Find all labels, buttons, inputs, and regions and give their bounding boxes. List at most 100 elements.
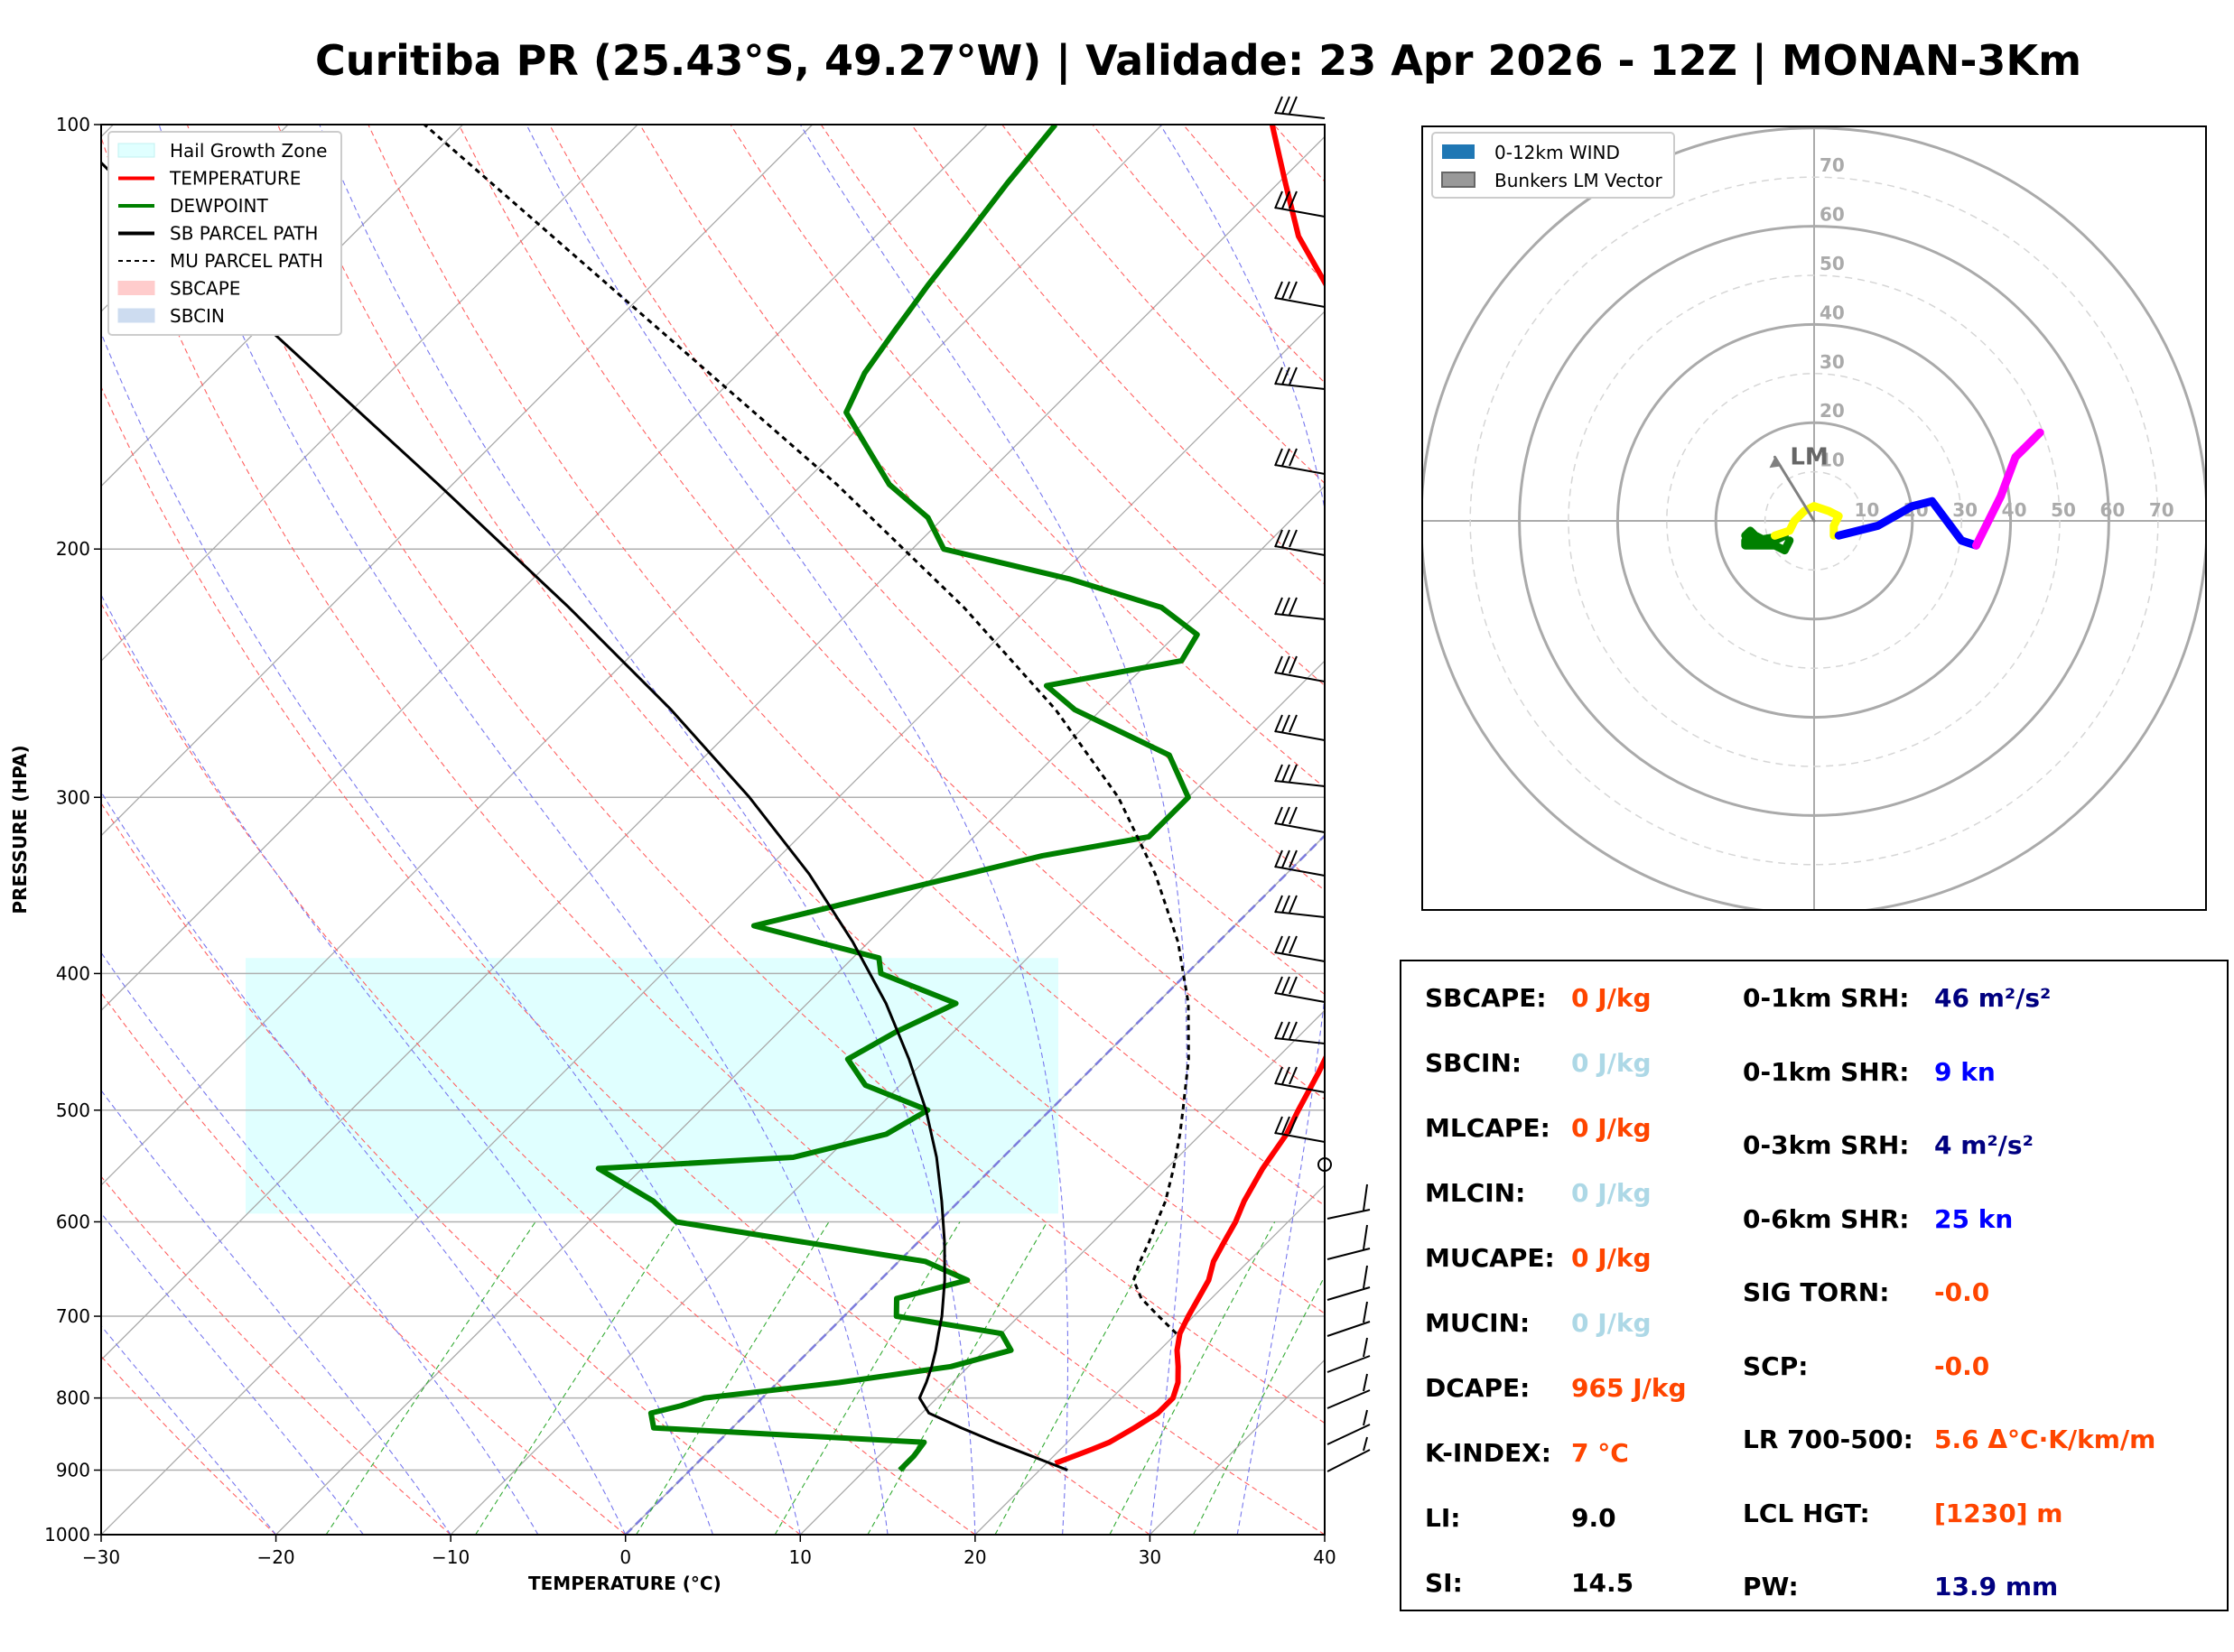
moist-adiabat [101,951,539,1535]
wind-barb-flag [1363,1301,1368,1323]
y-tick-label: 400 [56,962,90,984]
series-line-temperature [1054,125,1325,1466]
hodo-ring-label-y: 70 [1820,154,1845,176]
legend-label: DEWPOINT [170,195,268,217]
series-line-dewpoint [595,125,1200,1472]
moist-adiabat [101,1324,277,1535]
param-value: 0 J/kg [1571,1048,1652,1078]
wind-barb-flag [1274,849,1283,868]
wind-barb [1326,1355,1371,1373]
wind-barb-flag [1281,448,1290,467]
wind-barb-flag [1274,529,1283,548]
param-label: SBCAPE: [1425,983,1547,1013]
dry-adiabat [101,992,627,1535]
legend-label: SB PARCEL PATH [170,223,318,245]
hodo-ring-label-y: 40 [1820,302,1845,323]
mixing-ratio-line [867,1221,1048,1535]
hodo-ring [1615,322,2013,719]
x-tick-label: 40 [1313,1546,1336,1568]
wind-barb [1274,866,1326,877]
hodo-ring-label-x: 40 [2002,499,2027,521]
param-label: SI: [1425,1568,1463,1598]
wind-barb-flag [1274,714,1283,733]
param-label: MUCAPE: [1425,1243,1555,1273]
hodograph-segment [1834,497,1980,550]
param-value: 9 kn [1934,1056,1996,1087]
hodo-ring-label-y: 60 [1820,204,1845,226]
param-label: MUCIN: [1425,1308,1531,1338]
hodo-ring [1422,126,2206,910]
isotherm [101,125,464,487]
wind-barb-flag [1289,655,1298,674]
param-value: 4 m²/s² [1934,1130,2034,1160]
legend-label-lm: Bunkers LM Vector [1494,170,1663,191]
mixing-ratio-line [475,1221,678,1535]
hodo-ring-label-x: 70 [2149,499,2174,521]
x-tick-label: −30 [82,1546,120,1568]
wind-barb-flag [1281,281,1290,300]
parameters-panel: SBCAPE: 0 J/kg SBCIN: 0 J/kg MLCAPE: 0 J/kg ML… [1400,960,2229,1611]
wind-barb-flag [1281,597,1290,616]
isotherm [101,125,988,1012]
dry-adiabat [639,125,1325,892]
wind-barb-flag [1274,895,1283,914]
mixing-ratio-line [636,1221,830,1535]
wind-barb-flag [1274,764,1283,783]
legend-label: MU PARCEL PATH [170,250,323,272]
hodo-ring-label-x: 60 [2099,499,2125,521]
wind-barb-flag [1274,976,1283,995]
wind-barb-flag [1281,935,1290,954]
y-tick-label: 300 [56,786,90,808]
hodo-ring [1666,373,1962,669]
skewt-ylabel: PRESSURE (HPA) [9,745,31,914]
wind-barb-flag [1274,281,1283,300]
wind-barb [1274,672,1326,682]
param-label: 0-6km SHR: [1743,1203,1910,1234]
wind-barb-flag [1289,529,1298,548]
wind-barb-flag [1281,1066,1290,1085]
param-value: 46 m²/s² [1934,983,2052,1013]
x-tick-label: 0 [619,1546,631,1568]
wind-barb [1274,545,1326,556]
hodo-ring [1764,470,1865,571]
isotherm [974,1183,1325,1535]
wind-barb-flag [1281,1116,1290,1135]
hodo-ring-label-y: 50 [1820,253,1845,274]
dry-adiabat [101,1175,451,1535]
wind-barb [1274,383,1326,390]
wind-barbs [1274,96,1371,1472]
wind-barb [1274,911,1326,918]
moist-adiabat [526,125,1069,1535]
param-label: SIG TORN: [1743,1277,1890,1307]
lm-label: LM [1790,443,1828,470]
wind-barb-flag [1363,1436,1368,1452]
wind-barb-flag [1281,764,1290,783]
param-label: LI: [1425,1503,1461,1533]
legend-label-wind: 0-12km WIND [1494,142,1620,163]
wind-barb [1326,1449,1371,1472]
mixing-ratio-line [774,1221,961,1535]
isotherm [275,485,1325,1535]
param-label: K-INDEX: [1425,1438,1551,1468]
moist-adiabat [158,125,889,1535]
hodo-ring-label-x: 30 [1952,499,1978,521]
hodograph-frame [1421,125,2207,911]
wind-barb [1326,1424,1371,1445]
wind-barb-flag [1289,1066,1298,1085]
wind-barb [1274,780,1326,787]
wind-barb-flag [1281,895,1290,914]
wind-barb [1274,613,1326,620]
param-label: MLCAPE: [1425,1113,1550,1143]
dry-adiabat [101,602,976,1535]
mixing-ratio-line [1193,1275,1325,1535]
wind-barb-flag [1289,448,1298,467]
wind-barb [1274,822,1326,833]
wind-barb [1274,951,1326,962]
mixing-ratio-line [325,1221,536,1535]
wind-barb-flag [1281,190,1290,209]
hodograph-segment [1741,526,1794,555]
moist-adiabat [799,125,1187,1535]
